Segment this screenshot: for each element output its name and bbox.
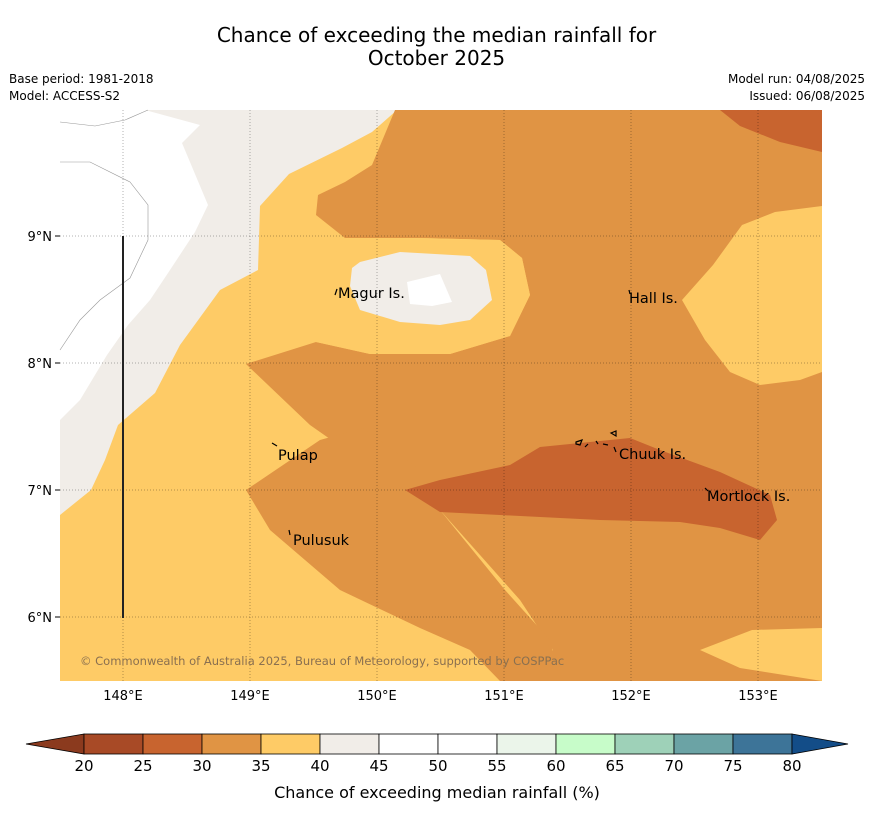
colorbar-tick-label: 25 bbox=[133, 757, 152, 775]
place-label-mortlock: Mortlock Is. bbox=[707, 489, 790, 505]
colorbar-segment bbox=[437, 733, 498, 755]
contour-45-50-magur bbox=[407, 274, 452, 306]
lon-tick-label: 148°E bbox=[103, 689, 143, 704]
colorbar-segment bbox=[83, 733, 144, 755]
place-labels: Magur Is. Hall Is. Pulap Chuuk Is. Mortl… bbox=[278, 286, 790, 549]
colorbar-segment bbox=[142, 733, 203, 755]
model-name-text: Model: ACCESS-S2 bbox=[9, 89, 121, 103]
place-label-magur: Magur Is. bbox=[338, 286, 405, 302]
contour-25-30-ne bbox=[720, 110, 822, 152]
colorbar-tick-label: 20 bbox=[74, 757, 93, 775]
issued-date-text: Issued: 06/08/2025 bbox=[749, 89, 865, 103]
colorbar-tick-label: 70 bbox=[664, 757, 683, 775]
lon-tick-label: 151°E bbox=[484, 689, 524, 704]
colorbar: 20 25 30 35 40 45 50 55 60 65 70 75 80 bbox=[25, 733, 849, 775]
place-label-chuuk: Chuuk Is. bbox=[619, 447, 686, 463]
map-title-line2: October 2025 bbox=[367, 46, 506, 70]
tick-marks bbox=[55, 235, 60, 618]
colorbar-segment bbox=[673, 733, 734, 755]
lon-tick-label: 149°E bbox=[230, 689, 270, 704]
colorbar-tick-label: 55 bbox=[487, 757, 506, 775]
colorbar-segment bbox=[614, 733, 675, 755]
model-run-text: Model run: 04/08/2025 bbox=[727, 72, 865, 86]
colorbar-tick-label: 35 bbox=[251, 757, 270, 775]
colorbar-tick-label: 40 bbox=[310, 757, 329, 775]
lat-tick-label: 9°N bbox=[28, 230, 53, 245]
colorbar-segment bbox=[378, 733, 439, 755]
place-label-pulap: Pulap bbox=[278, 448, 318, 464]
colorbar-tick-label: 65 bbox=[605, 757, 624, 775]
colorbar-segment bbox=[732, 733, 793, 755]
contour-30-35-tongue bbox=[246, 428, 560, 681]
lat-tick-label: 7°N bbox=[28, 484, 53, 499]
colorbar-segment bbox=[555, 733, 616, 755]
lon-tick-label: 150°E bbox=[357, 689, 397, 704]
colorbar-tick-label: 30 bbox=[192, 757, 211, 775]
colorbar-segment bbox=[201, 733, 262, 755]
place-label-hall: Hall Is. bbox=[629, 291, 678, 307]
colorbar-below-arrow bbox=[25, 733, 85, 755]
copyright-text: © Commonwealth of Australia 2025, Bureau… bbox=[80, 654, 564, 668]
colorbar-segment bbox=[319, 733, 380, 755]
colorbar-tick-label: 50 bbox=[428, 757, 447, 775]
colorbar-tick-label: 45 bbox=[369, 757, 388, 775]
colorbar-segment bbox=[496, 733, 557, 755]
colorbar-above-arrow bbox=[791, 733, 849, 755]
place-label-pulusuk: Pulusuk bbox=[293, 533, 350, 549]
base-period-text: Base period: 1981-2018 bbox=[9, 72, 154, 86]
lat-tick-label: 6°N bbox=[28, 611, 53, 626]
map-title-line1: Chance of exceeding the median rainfall … bbox=[216, 23, 657, 47]
lon-tick-label: 153°E bbox=[738, 689, 778, 704]
colorbar-tick-label: 60 bbox=[546, 757, 565, 775]
contour-45-50-west bbox=[60, 110, 208, 420]
lon-tick-label: 152°E bbox=[611, 689, 651, 704]
coastline-lines bbox=[59, 109, 149, 351]
colorbar-label: Chance of exceeding median rainfall (%) bbox=[274, 783, 600, 802]
contour-30-35-main bbox=[246, 110, 822, 681]
island-marks bbox=[271, 288, 709, 536]
longitude-ticks: 148°E 149°E 150°E 151°E 152°E 153°E bbox=[103, 689, 778, 704]
colorbar-tick-label: 80 bbox=[782, 757, 801, 775]
latitude-ticks: 9°N 8°N 7°N 6°N bbox=[28, 230, 53, 626]
contour-25-30-chuuk bbox=[405, 438, 777, 540]
colorbar-segment bbox=[260, 733, 321, 755]
lat-tick-label: 8°N bbox=[28, 357, 53, 372]
colorbar-tick-label: 75 bbox=[723, 757, 742, 775]
map-area bbox=[60, 110, 822, 681]
